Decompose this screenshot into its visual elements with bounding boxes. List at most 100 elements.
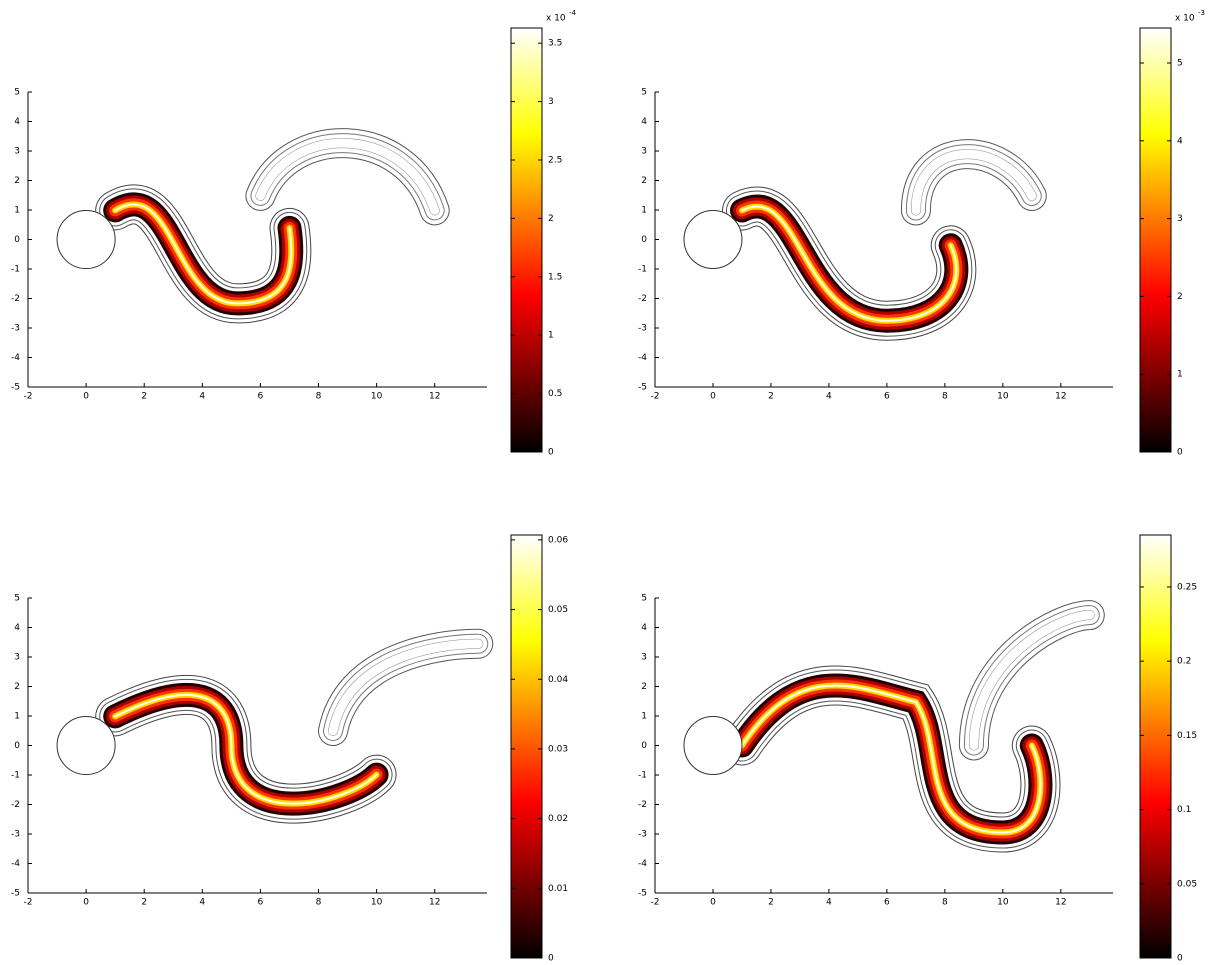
- y-tick-label: 0: [641, 741, 647, 751]
- colorbar-tick-label: 0.1: [1177, 805, 1191, 815]
- y-tick-label: 2: [14, 176, 20, 186]
- y-tick-label: -3: [11, 830, 20, 840]
- y-tick-label: 1: [14, 206, 20, 216]
- colorbar: [1139, 27, 1172, 453]
- y-tick-label: 0: [14, 235, 20, 245]
- y-tick-label: 0: [14, 741, 20, 751]
- colorbar-tick-label: 0: [548, 448, 554, 458]
- x-tick-label: 2: [141, 898, 147, 908]
- contour-plot: -2 0 2 4 6 8 10 12-5-4-3-2-101234500.050.10.150…: [638, 534, 1197, 964]
- x-tick-label: 8: [316, 898, 322, 908]
- cylinder: [56, 209, 116, 270]
- colorbar-tick-label: 0.02: [548, 814, 568, 824]
- colorbar-tick-label: 1.5: [548, 272, 562, 282]
- colorbar-tick-label: 0.25: [1177, 582, 1197, 592]
- colorbar-tick-label: 2.5: [548, 155, 562, 165]
- x-tick-label: 2: [141, 392, 147, 402]
- colorbar-exponent-base: x 10: [546, 14, 566, 24]
- x-tick-label: 4: [199, 392, 205, 402]
- x-tick-label: 2: [768, 392, 774, 402]
- y-tick-label: -3: [638, 830, 647, 840]
- colorbar-tick-label: 3: [548, 97, 554, 107]
- x-tick-label: 8: [942, 392, 948, 402]
- x-tick-label: 10: [371, 898, 383, 908]
- y-tick-label: -5: [638, 383, 647, 393]
- y-tick-label: -4: [11, 353, 20, 363]
- colorbar-tick-label: 4: [1177, 136, 1183, 146]
- y-tick-label: 0: [641, 235, 647, 245]
- y-tick-label: 3: [14, 653, 20, 663]
- contour-line: [328, 639, 483, 736]
- y-tick-label: 5: [14, 594, 20, 604]
- y-tick-label: 4: [14, 117, 20, 127]
- x-tick-label: 0: [710, 392, 716, 402]
- colorbar-tick-label: 0.2: [1177, 657, 1191, 667]
- colorbar-tick-label: 3: [1177, 214, 1183, 224]
- y-tick-label: 4: [641, 623, 647, 633]
- colorbar-tick-label: 2: [1177, 292, 1183, 302]
- colorbar-tick-label: 3.5: [548, 39, 562, 49]
- colorbar-tick-label: 0.05: [1177, 879, 1197, 889]
- x-tick-label: 12: [1055, 392, 1066, 402]
- x-tick-label: 4: [199, 898, 205, 908]
- x-tick-label: 10: [997, 392, 1009, 402]
- y-tick-label: -1: [638, 265, 647, 275]
- y-tick-label: -1: [11, 265, 20, 275]
- cylinder: [56, 715, 116, 776]
- y-tick-label: -2: [11, 294, 20, 304]
- y-tick-label: -2: [11, 800, 20, 810]
- x-tick-label: 6: [884, 898, 890, 908]
- x-tick-label: -2: [24, 392, 33, 402]
- y-tick-label: 3: [641, 147, 647, 157]
- vorticity-field: [741, 684, 1042, 834]
- vorticity-field: [114, 693, 378, 805]
- x-tick-label: 2: [768, 898, 774, 908]
- y-tick-label: -4: [638, 353, 647, 363]
- colorbar-tick-label: 0.03: [548, 744, 568, 754]
- cylinder: [683, 716, 743, 775]
- x-tick-label: 10: [997, 898, 1009, 908]
- y-tick-label: 5: [14, 88, 20, 98]
- y-tick-label: -4: [11, 859, 20, 869]
- colorbar-tick-label: 0: [548, 954, 554, 964]
- colorbar-tick-label: 0.05: [548, 605, 568, 615]
- y-tick-label: 1: [641, 206, 647, 216]
- colorbar-tick-label: 0.04: [548, 675, 568, 685]
- x-tick-label: 6: [258, 898, 264, 908]
- y-tick-label: 5: [641, 594, 647, 604]
- y-tick-label: 2: [14, 682, 20, 692]
- colorbar-tick-label: 0.5: [548, 389, 562, 399]
- colorbar-tick-label: 0.15: [1177, 731, 1197, 741]
- cylinder: [683, 210, 743, 269]
- y-tick-label: -5: [638, 889, 647, 899]
- vorticity-field: [114, 203, 293, 305]
- contour-plot: -2 0 2 4 6 8 10 12-5-4-3-2-101234500.511.522.53…: [11, 9, 577, 458]
- y-tick-label: -5: [11, 889, 20, 899]
- contour-line: [969, 610, 1095, 750]
- colorbar-tick-label: 0.01: [548, 884, 568, 894]
- colorbar-tick-label: 0: [1177, 448, 1183, 458]
- colorbar-tick-label: 0.06: [548, 535, 568, 545]
- x-tick-label: 8: [942, 898, 948, 908]
- vorticity-field: [741, 205, 958, 322]
- x-tick-label: 6: [258, 392, 264, 402]
- y-tick-label: 1: [14, 712, 20, 722]
- x-tick-label: 12: [429, 392, 440, 402]
- x-tick-label: 0: [83, 898, 89, 908]
- y-tick-label: 5: [641, 88, 647, 98]
- x-tick-label: 6: [884, 392, 890, 402]
- y-tick-label: 3: [14, 147, 20, 157]
- y-tick-label: 2: [641, 176, 647, 186]
- x-tick-label: 4: [826, 392, 832, 402]
- y-tick-label: 4: [14, 623, 20, 633]
- x-tick-label: 0: [710, 898, 716, 908]
- x-tick-label: 8: [316, 392, 322, 402]
- colorbar: [510, 27, 543, 453]
- colorbar-exponent-base: x 10: [1175, 14, 1195, 24]
- colorbar-tick-label: 2: [548, 214, 554, 224]
- colorbar: [510, 534, 543, 959]
- y-tick-label: 4: [641, 117, 647, 127]
- contour-plot: -2 0 2 4 6 8 10 12-5-4-3-2-101234500.010.020.03…: [11, 534, 568, 964]
